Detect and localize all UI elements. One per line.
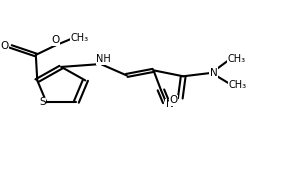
Text: NH: NH (96, 54, 111, 64)
Text: O: O (0, 40, 9, 51)
Text: CH₃: CH₃ (228, 80, 246, 90)
Text: CH₃: CH₃ (71, 33, 89, 43)
Text: O: O (52, 35, 60, 45)
Text: O: O (170, 95, 178, 105)
Text: N: N (210, 68, 218, 78)
Text: CH₃: CH₃ (227, 54, 245, 64)
Text: S: S (39, 97, 46, 107)
Text: N: N (166, 99, 174, 109)
